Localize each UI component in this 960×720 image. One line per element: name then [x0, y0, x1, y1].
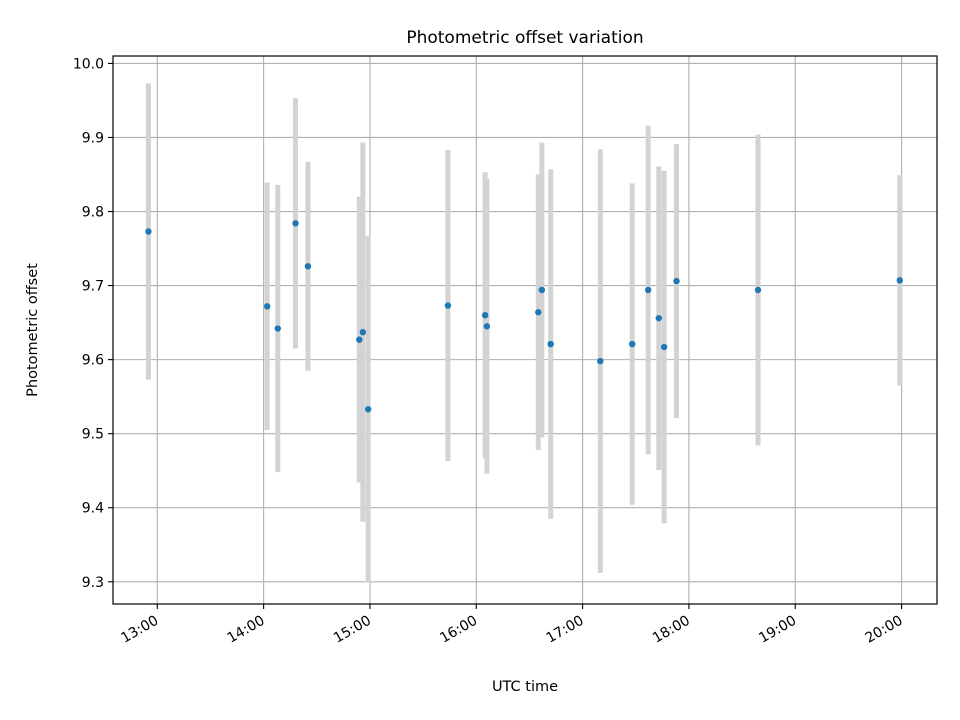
y-tick-label: 9.6	[82, 353, 104, 369]
data-point	[538, 286, 546, 294]
data-point	[754, 286, 762, 294]
data-point	[263, 303, 271, 310]
data-point	[673, 277, 680, 285]
data-point	[274, 325, 281, 332]
data-point	[145, 228, 152, 235]
plot-frame	[112, 55, 938, 605]
data-point	[896, 277, 903, 284]
y-tick-label: 9.8	[82, 205, 104, 221]
y-axis-label: Photometric offset	[25, 263, 41, 397]
y-tick-label: 10.0	[73, 56, 104, 72]
y-tick-label: 9.3	[82, 575, 104, 591]
data-point	[597, 357, 604, 365]
data-point	[292, 220, 299, 227]
data-point	[481, 311, 489, 319]
data-point	[660, 343, 668, 351]
data-markers	[145, 220, 903, 413]
data-point	[655, 314, 662, 322]
y-tick-label: 9.5	[82, 427, 104, 443]
y-tick-label: 9.4	[82, 501, 104, 517]
data-point	[364, 406, 372, 413]
data-point	[535, 309, 542, 316]
data-point	[356, 336, 363, 343]
chart-title: Photometric offset variation	[406, 28, 643, 48]
data-point	[547, 340, 554, 348]
data-point	[644, 286, 652, 294]
data-point	[359, 329, 367, 336]
data-point	[304, 263, 312, 270]
y-tick-label: 9.9	[82, 130, 104, 146]
grid	[113, 56, 937, 604]
data-point	[483, 323, 491, 330]
x-axis-label: UTC time	[492, 679, 558, 695]
data-point	[629, 340, 636, 348]
data-point	[444, 302, 452, 309]
y-tick-label: 9.7	[82, 279, 104, 295]
